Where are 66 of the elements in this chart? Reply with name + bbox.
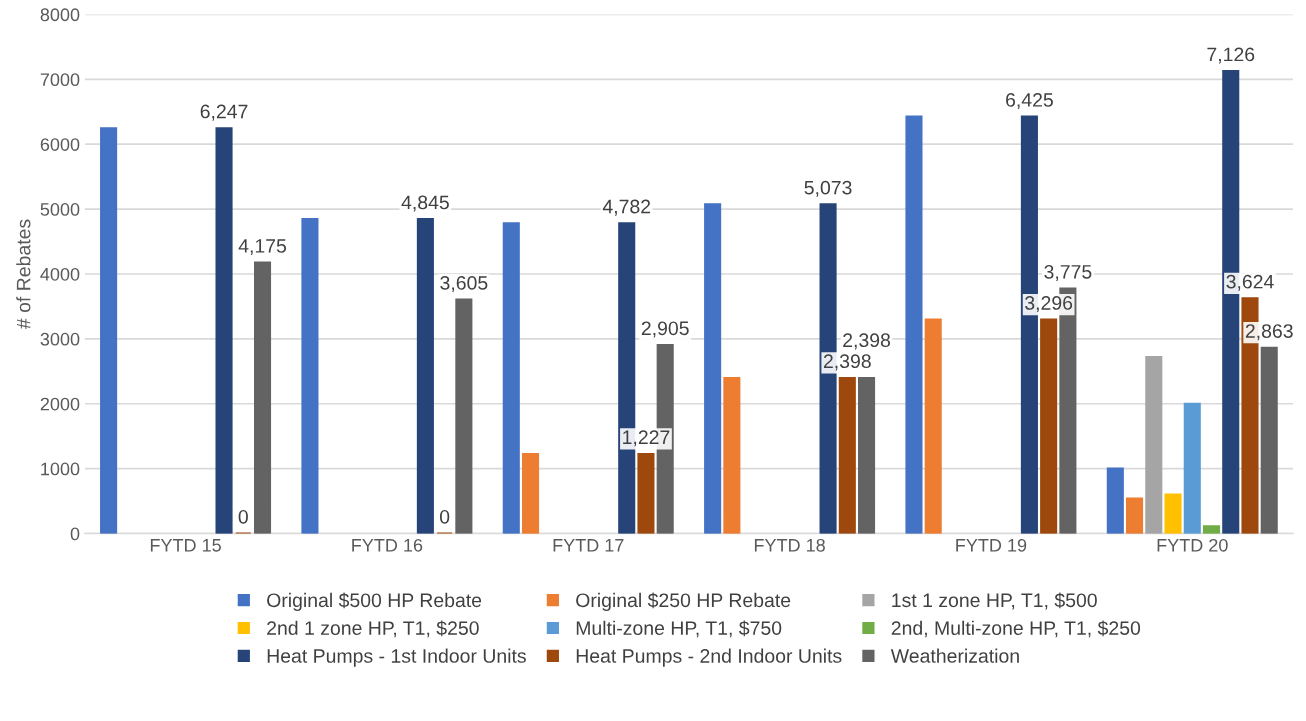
data-label: 0 <box>238 509 248 524</box>
y-tick-label: 2000 <box>40 397 80 411</box>
bar <box>301 218 319 534</box>
legend-label: 1st 1 zone HP, T1, $500 <box>892 592 1097 610</box>
bar <box>1040 318 1058 534</box>
legend-label: 2nd, Multi-zone HP, T1, $250 <box>891 620 1141 638</box>
y-tick-label: 8000 <box>40 8 80 22</box>
data-label: 7,126 <box>1207 47 1255 64</box>
bar <box>455 298 473 534</box>
bar <box>858 376 876 534</box>
bar <box>704 203 722 534</box>
y-tick-label: 3000 <box>40 332 80 346</box>
bar <box>1164 493 1182 534</box>
data-label: 3,296 <box>1025 296 1073 313</box>
bar <box>502 222 520 534</box>
legend-label: Weatherization <box>890 648 1019 663</box>
data-label: 2,905 <box>641 321 689 338</box>
x-tick-label: FYTD 19 <box>956 538 1027 552</box>
legend-label: Multi-zone HP, T1, $750 <box>576 620 782 638</box>
bar <box>723 376 741 534</box>
legend-label: 2nd 1 zone HP, T1, $250 <box>267 620 479 638</box>
bar <box>521 452 540 534</box>
data-label: 3,605 <box>440 276 488 293</box>
bar <box>838 376 856 534</box>
y-tick-label: 1000 <box>41 462 80 476</box>
bar <box>924 318 942 534</box>
data-label: 6,247 <box>200 104 248 121</box>
bar <box>100 127 118 534</box>
data-label: 2,863 <box>1245 324 1293 341</box>
data-label: 4,845 <box>401 195 449 212</box>
bar <box>1126 497 1144 534</box>
y-tick-label: 4000 <box>40 267 80 281</box>
data-label: 2,398 <box>843 333 891 350</box>
legend-label: Original $500 HP Rebate <box>267 592 482 611</box>
bar <box>1106 467 1124 534</box>
x-tick-label: FYTD 18 <box>754 538 825 552</box>
x-tick-label: FYTD 17 <box>553 539 624 552</box>
bar <box>1145 356 1163 534</box>
legend-label: Heat Pumps - 1st Indoor Units <box>267 648 526 667</box>
bar <box>637 452 655 534</box>
bar <box>1260 346 1278 534</box>
bar <box>215 127 233 534</box>
y-tick-label: 6000 <box>40 138 80 151</box>
y-tick-label: 0 <box>70 527 80 541</box>
bar <box>1202 525 1221 534</box>
bar <box>253 261 272 534</box>
y-tick-label: 5000 <box>40 203 80 216</box>
data-label: 4,782 <box>602 199 651 216</box>
x-tick-label: FYTD 20 <box>1157 538 1228 552</box>
data-label: 3,624 <box>1226 274 1274 291</box>
x-tick-label: FYTD 15 <box>150 539 221 552</box>
data-label: 6,425 <box>1006 93 1053 110</box>
legend-label: Heat Pumps - 2nd Indoor Units <box>576 648 842 667</box>
x-tick-label: FYTD 16 <box>352 538 423 552</box>
bar <box>416 218 434 534</box>
bar <box>1183 402 1201 534</box>
data-label: 3,775 <box>1044 264 1092 282</box>
data-label: 0 <box>439 509 450 524</box>
bar <box>905 115 923 534</box>
data-label: 1,227 <box>623 430 670 447</box>
data-label: 2,398 <box>823 354 871 371</box>
data-label: 5,073 <box>804 180 852 197</box>
y-tick-label: 7000 <box>40 73 80 87</box>
data-label: 4,175 <box>238 239 287 256</box>
y-axis-title: # of Rebates <box>16 219 31 330</box>
legend-label: Original $250 HP Rebate <box>576 592 791 611</box>
